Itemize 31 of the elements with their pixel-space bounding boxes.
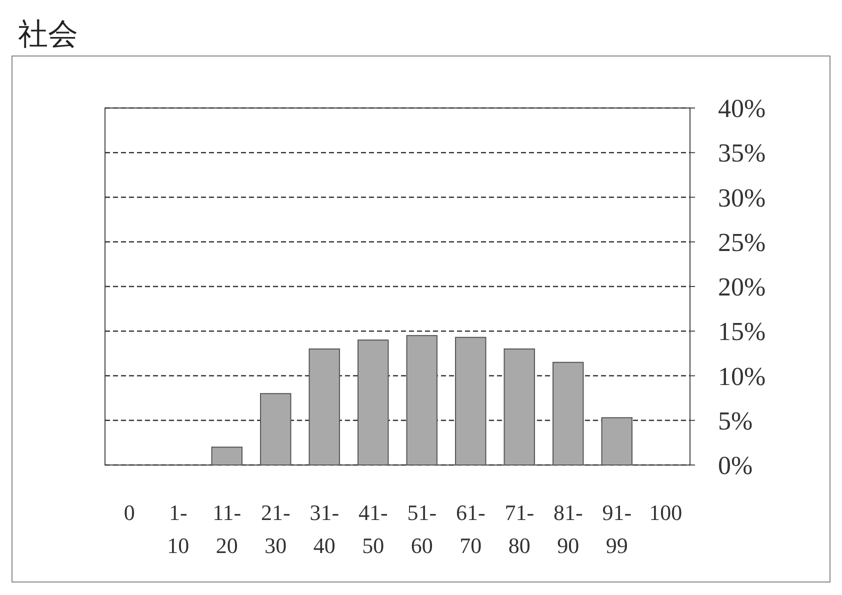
x-tick-label: 41- 50 — [358, 500, 388, 558]
bar — [308, 348, 340, 466]
bar — [455, 336, 486, 466]
bar — [260, 393, 292, 466]
y-tick-label: 40% — [718, 94, 766, 123]
y-tick-label: 30% — [718, 183, 766, 212]
x-tick-label: 1- 10 — [167, 500, 190, 558]
x-tick-label: 0 — [124, 500, 135, 525]
bar — [504, 348, 535, 466]
x-tick-label: 31- 40 — [310, 500, 340, 558]
x-tick-label: 11- 20 — [212, 500, 242, 558]
x-tick-label: 91- 99 — [602, 500, 632, 558]
x-tick-label: 51- 60 — [407, 500, 437, 558]
bar — [601, 417, 632, 466]
bar — [211, 446, 242, 466]
y-tick-label: 15% — [718, 317, 766, 346]
bar — [552, 362, 584, 466]
y-tick-label: 25% — [718, 228, 766, 257]
x-tick-label: 61- 70 — [456, 500, 486, 558]
x-tick-label: 81- 90 — [553, 500, 583, 558]
y-tick-label: 5% — [718, 406, 753, 436]
x-tick-label: 21- 30 — [260, 500, 290, 558]
x-tick-label: 71- 80 — [504, 500, 534, 558]
y-tick-label: 10% — [718, 362, 766, 391]
y-tick-label: 20% — [718, 272, 766, 302]
y-tick-label: 35% — [718, 138, 766, 168]
bar — [358, 340, 389, 466]
x-tick-label: 100 — [649, 500, 682, 525]
bar — [406, 335, 438, 466]
y-tick-label: 0% — [718, 451, 753, 480]
chart-title: 社会 — [18, 17, 78, 52]
